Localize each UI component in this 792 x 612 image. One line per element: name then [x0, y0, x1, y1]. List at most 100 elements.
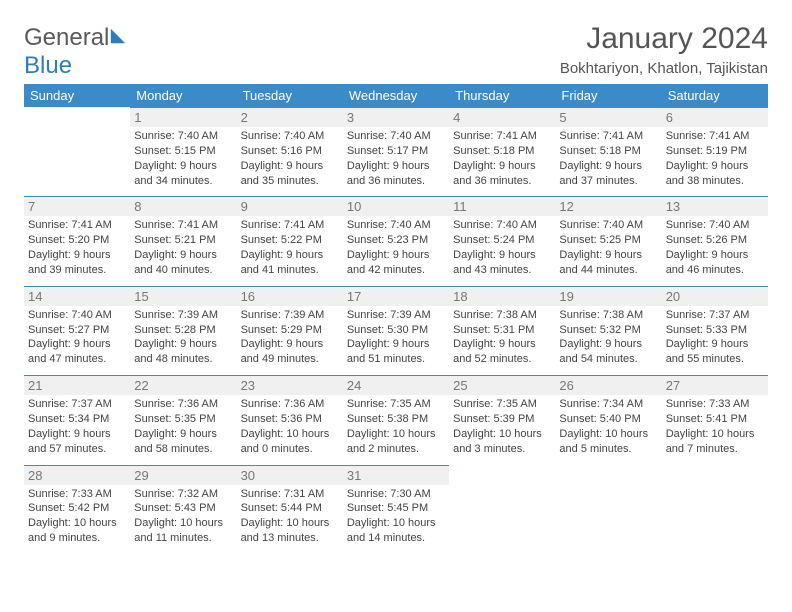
- sunset-line: Sunset: 5:34 PM: [28, 412, 126, 427]
- daylight-line: Daylight: 9 hours and 51 minutes.: [347, 337, 445, 367]
- sunrise-line: Sunrise: 7:40 AM: [347, 129, 445, 144]
- calendar-cell: 11Sunrise: 7:40 AMSunset: 5:24 PMDayligh…: [449, 196, 555, 285]
- day-entry: Sunrise: 7:31 AMSunset: 5:44 PMDaylight:…: [241, 487, 339, 546]
- calendar-cell: 4Sunrise: 7:41 AMSunset: 5:18 PMDaylight…: [449, 107, 555, 196]
- day-number: 13: [662, 197, 768, 216]
- sunrise-line: Sunrise: 7:40 AM: [666, 218, 764, 233]
- day-entry: Sunrise: 7:33 AMSunset: 5:42 PMDaylight:…: [28, 487, 126, 546]
- sunset-line: Sunset: 5:39 PM: [453, 412, 551, 427]
- daylight-line: Daylight: 9 hours and 37 minutes.: [559, 159, 657, 189]
- calendar-cell: 17Sunrise: 7:39 AMSunset: 5:30 PMDayligh…: [343, 286, 449, 375]
- day-entry: Sunrise: 7:35 AMSunset: 5:38 PMDaylight:…: [347, 397, 445, 456]
- header: General Blue January 2024 Bokhtariyon, K…: [24, 14, 768, 84]
- calendar-table: Sunday Monday Tuesday Wednesday Thursday…: [24, 84, 768, 554]
- day-number: 28: [24, 466, 130, 485]
- calendar-cell: 3Sunrise: 7:40 AMSunset: 5:17 PMDaylight…: [343, 107, 449, 196]
- weekday-header: Thursday: [449, 84, 555, 107]
- day-number: 8: [130, 197, 236, 216]
- day-number: 31: [343, 466, 449, 485]
- weekday-header: Sunday: [24, 84, 130, 107]
- sunset-line: Sunset: 5:40 PM: [559, 412, 657, 427]
- sunset-line: Sunset: 5:27 PM: [28, 323, 126, 338]
- sunrise-line: Sunrise: 7:33 AM: [28, 487, 126, 502]
- calendar-cell: 30 Sunrise: 7:31 AMSunset: 5:44 PMDayligh…: [237, 465, 343, 554]
- page-title: January 2024: [560, 14, 768, 56]
- daylight-line: Daylight: 9 hours and 55 minutes.: [666, 337, 764, 367]
- day-number: 14: [24, 287, 130, 306]
- sunset-line: Sunset: 5:44 PM: [241, 501, 339, 516]
- calendar-cell: 23Sunrise: 7:36 AMSunset: 5:36 PMDayligh…: [237, 375, 343, 464]
- weekday-header-row: Sunday Monday Tuesday Wednesday Thursday…: [24, 84, 768, 107]
- daylight-line: Daylight: 10 hours and 9 minutes.: [28, 516, 126, 546]
- sunrise-line: Sunrise: 7:31 AM: [241, 487, 339, 502]
- day-entry: Sunrise: 7:39 AMSunset: 5:28 PMDaylight:…: [134, 308, 232, 367]
- day-entry: Sunrise: 7:30 AMSunset: 5:45 PMDaylight:…: [347, 487, 445, 546]
- calendar-cell: 13Sunrise: 7:40 AMSunset: 5:26 PMDayligh…: [662, 196, 768, 285]
- sunset-line: Sunset: 5:32 PM: [559, 323, 657, 338]
- day-entry: Sunrise: 7:40 AMSunset: 5:27 PMDaylight:…: [28, 308, 126, 367]
- calendar-cell: 24 Sunrise: 7:35 AMSunset: 5:38 PMDayligh…: [343, 375, 449, 464]
- day-number: 15: [130, 287, 236, 306]
- daylight-line: Daylight: 10 hours and 11 minutes.: [134, 516, 232, 546]
- day-number: 16: [237, 287, 343, 306]
- sunset-line: Sunset: 5:15 PM: [134, 144, 232, 159]
- calendar-cell: 12Sunrise: 7:40 AMSunset: 5:25 PMDayligh…: [555, 196, 661, 285]
- daylight-line: Daylight: 10 hours and 3 minutes.: [453, 427, 551, 457]
- day-number: 24: [343, 376, 449, 395]
- day-entry: Sunrise: 7:39 AMSunset: 5:30 PMDaylight:…: [347, 308, 445, 367]
- day-entry: Sunrise: 7:41 AMSunset: 5:21 PMDaylight:…: [134, 218, 232, 277]
- day-number: 21: [24, 376, 130, 395]
- sunrise-line: Sunrise: 7:38 AM: [559, 308, 657, 323]
- sunrise-line: Sunrise: 7:37 AM: [28, 397, 126, 412]
- calendar-row: 28 Sunrise: 7:33 AMSunset: 5:42 PMDayligh…: [24, 465, 768, 554]
- calendar-cell: 21 Sunrise: 7:37 AMSunset: 5:34 PMDayligh…: [24, 375, 130, 464]
- day-entry: Sunrise: 7:36 AMSunset: 5:35 PMDaylight:…: [134, 397, 232, 456]
- calendar-cell: 22 Sunrise: 7:36 AMSunset: 5:35 PMDayligh…: [130, 375, 236, 464]
- calendar-cell: [555, 465, 661, 554]
- location-text: Bokhtariyon, Khatlon, Tajikistan: [560, 60, 768, 77]
- day-entry: Sunrise: 7:39 AMSunset: 5:29 PMDaylight:…: [241, 308, 339, 367]
- sunset-line: Sunset: 5:43 PM: [134, 501, 232, 516]
- sunset-line: Sunset: 5:24 PM: [453, 233, 551, 248]
- daylight-line: Daylight: 10 hours and 5 minutes.: [559, 427, 657, 457]
- calendar-cell: 25Sunrise: 7:35 AMSunset: 5:39 PMDayligh…: [449, 375, 555, 464]
- day-number: 4: [449, 108, 555, 127]
- daylight-line: Daylight: 10 hours and 7 minutes.: [666, 427, 764, 457]
- calendar-row: 14 Sunrise: 7:40 AMSunset: 5:27 PMDayligh…: [24, 286, 768, 375]
- weekday-header: Tuesday: [237, 84, 343, 107]
- day-number: 27: [662, 376, 768, 395]
- day-number: 1: [130, 108, 236, 127]
- day-number: 10: [343, 197, 449, 216]
- daylight-line: Daylight: 9 hours and 57 minutes.: [28, 427, 126, 457]
- sunrise-line: Sunrise: 7:32 AM: [134, 487, 232, 502]
- day-entry: Sunrise: 7:40 AMSunset: 5:23 PMDaylight:…: [347, 218, 445, 277]
- weekday-header: Friday: [555, 84, 661, 107]
- daylight-line: Daylight: 10 hours and 0 minutes.: [241, 427, 339, 457]
- day-number: 20: [662, 287, 768, 306]
- calendar-cell: 27Sunrise: 7:33 AMSunset: 5:41 PMDayligh…: [662, 375, 768, 464]
- day-number: 30: [237, 466, 343, 485]
- sunset-line: Sunset: 5:30 PM: [347, 323, 445, 338]
- sunset-line: Sunset: 5:25 PM: [559, 233, 657, 248]
- calendar-cell: 8 Sunrise: 7:41 AMSunset: 5:21 PMDaylight…: [130, 196, 236, 285]
- day-entry: Sunrise: 7:41 AMSunset: 5:20 PMDaylight:…: [28, 218, 126, 277]
- sunrise-line: Sunrise: 7:38 AM: [453, 308, 551, 323]
- sunrise-line: Sunrise: 7:39 AM: [134, 308, 232, 323]
- calendar-cell: 18Sunrise: 7:38 AMSunset: 5:31 PMDayligh…: [449, 286, 555, 375]
- sunset-line: Sunset: 5:18 PM: [453, 144, 551, 159]
- sunset-line: Sunset: 5:33 PM: [666, 323, 764, 338]
- day-entry: Sunrise: 7:37 AMSunset: 5:33 PMDaylight:…: [666, 308, 764, 367]
- calendar-cell: 7 Sunrise: 7:41 AMSunset: 5:20 PMDaylight…: [24, 196, 130, 285]
- sunrise-line: Sunrise: 7:36 AM: [134, 397, 232, 412]
- sunset-line: Sunset: 5:36 PM: [241, 412, 339, 427]
- sunset-line: Sunset: 5:21 PM: [134, 233, 232, 248]
- day-number: 7: [24, 197, 130, 216]
- daylight-line: Daylight: 9 hours and 58 minutes.: [134, 427, 232, 457]
- calendar-cell: [662, 465, 768, 554]
- weekday-header: Monday: [130, 84, 236, 107]
- logo-text: General Blue: [24, 24, 127, 80]
- sunrise-line: Sunrise: 7:35 AM: [347, 397, 445, 412]
- day-entry: Sunrise: 7:40 AMSunset: 5:25 PMDaylight:…: [559, 218, 657, 277]
- day-number: 22: [130, 376, 236, 395]
- daylight-line: Daylight: 9 hours and 48 minutes.: [134, 337, 232, 367]
